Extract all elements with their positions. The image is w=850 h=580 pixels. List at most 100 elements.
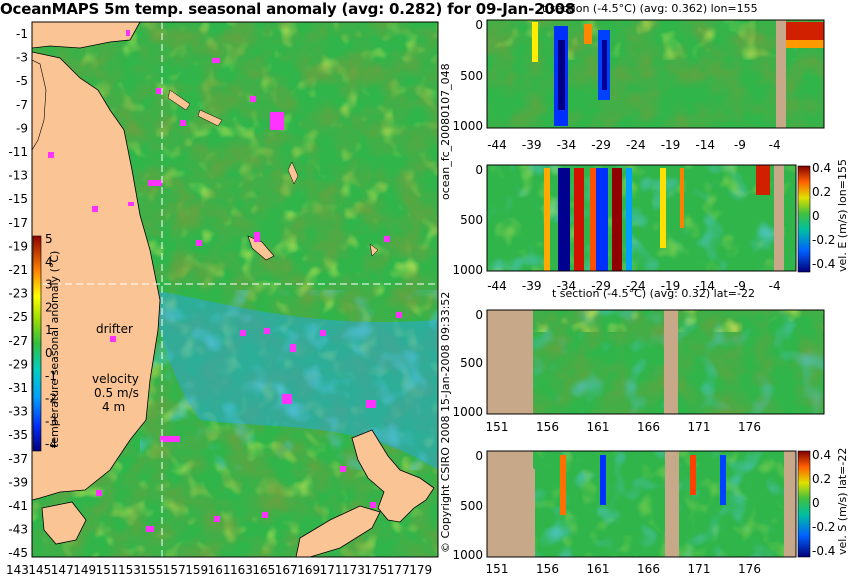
map-x-tick-label: 171 <box>320 563 343 577</box>
map-y-tick-label: -17 <box>8 216 28 230</box>
vel-s-colorbar <box>797 450 811 558</box>
section-x-tick-label: 176 <box>738 562 761 576</box>
map-y-tick-label: -37 <box>8 452 28 466</box>
colorbar-tick-label: 1 <box>45 323 53 337</box>
map-y-ticks: -1 -3 -5 -7 -9 -11 -13 -15 -17 -19 -21 -23 -25 -27 -29… <box>8 27 28 560</box>
colorbar-tick-label: 4 <box>45 255 53 269</box>
vel-s-lat-panel <box>486 450 811 558</box>
anomaly-map <box>32 22 438 557</box>
section-y-tick-label: 500 <box>460 69 483 83</box>
section-x-tick-label: 151 <box>486 562 509 576</box>
map-colorbar <box>32 235 42 452</box>
map-x-tick-label: 151 <box>96 563 119 577</box>
map-y-tick-label: -21 <box>8 263 28 277</box>
map-colorbar-label: temperature seasonal anomaly (°C) <box>48 250 61 448</box>
section-colorbar-tick-label: 0 <box>812 496 820 510</box>
section-y-tick-label: 0 <box>475 449 483 463</box>
section-x-tick-label: 161 <box>587 562 610 576</box>
map-y-tick-label: -27 <box>8 334 28 348</box>
section-x-tick-label: -29 <box>591 138 611 152</box>
velocity-legend: velocity <box>92 372 139 386</box>
section-x-tick-label: -39 <box>522 279 542 293</box>
section-colorbar-tick-label: 0.4 <box>812 161 831 175</box>
map-x-tick-label: 149 <box>73 563 96 577</box>
map-x-tick-label: 165 <box>252 563 275 577</box>
section-x-tick-label: -29 <box>591 279 611 293</box>
velocity-scale-speed: 0.5 m/s <box>94 386 139 400</box>
section-ticks: -44 -39 -34 -29 -24 -19 -14 -9 -4 0 500 1000 -44 -39 -… <box>452 18 835 576</box>
map-y-tick-label: -45 <box>8 546 28 560</box>
colorbar-tick-label: 3 <box>45 278 53 292</box>
map-x-tick-label: 175 <box>364 563 387 577</box>
section-y-tick-label: 500 <box>460 499 483 513</box>
section-y-tick-label: 0 <box>475 18 483 32</box>
map-x-ticks: 143 145 147 149 151 153 155 157 159 161 163 165 167 1… <box>6 563 432 577</box>
t-section-lat-panel <box>486 309 825 415</box>
australia-land <box>32 51 161 501</box>
vel-e-colorbar-label: vel. E (m/s) lon=155 <box>836 159 849 272</box>
new-guinea-land <box>32 22 141 49</box>
map-y-tick-label: -1 <box>16 27 28 41</box>
section-x-tick-label: 166 <box>637 562 660 576</box>
map-x-tick-label: 145 <box>28 563 51 577</box>
forecast-label: ocean_fc_20080107_048 <box>439 63 452 200</box>
section-x-tick-label: 156 <box>536 562 559 576</box>
section-x-tick-label: -24 <box>626 279 646 293</box>
map-y-tick-label: -11 <box>8 145 28 159</box>
colorbar-tick-label: -3 <box>45 414 57 428</box>
map-x-tick-label: 155 <box>140 563 163 577</box>
vel-s-colorbar-label: vel. S (m/s) lat=-22 <box>836 447 849 555</box>
section-x-tick-label: -9 <box>734 138 746 152</box>
section-x-tick-label: -34 <box>557 279 577 293</box>
section-colorbar-tick-label: -0.4 <box>812 544 835 558</box>
map-y-tick-label: -7 <box>16 98 28 112</box>
map-y-tick-label: -35 <box>8 428 28 442</box>
section-x-tick-label: -24 <box>626 138 646 152</box>
map-x-tick-label: 153 <box>118 563 141 577</box>
section-x-tick-label: -14 <box>695 279 715 293</box>
section-x-tick-label: -39 <box>522 138 542 152</box>
map-y-tick-label: -5 <box>16 74 28 88</box>
drifter-markers <box>48 30 402 532</box>
section-x-tick-label: 171 <box>688 420 711 434</box>
map-x-tick-label: 159 <box>185 563 208 577</box>
map-y-tick-label: -31 <box>8 381 28 395</box>
map-y-tick-label: -33 <box>8 405 28 419</box>
colorbar-tick-label: -4 <box>45 437 57 451</box>
section-x-tick-label: 176 <box>738 420 761 434</box>
map-y-tick-label: -29 <box>8 357 28 371</box>
colorbar-tick-label: 2 <box>45 300 53 314</box>
section-x-tick-label: -19 <box>661 279 681 293</box>
vel-e-colorbar <box>797 165 811 273</box>
section-x-tick-label: -4 <box>769 279 781 293</box>
velocity-scale-length: 4 m <box>102 400 126 414</box>
map-x-tick-label: 163 <box>230 563 253 577</box>
section-y-tick-label: 500 <box>460 213 483 227</box>
map-y-tick-label: -13 <box>8 169 28 183</box>
section-y-tick-label: 500 <box>460 356 483 370</box>
t-section-lat-title: t section (-4.5°C) (avg: 0.32) lat=-22 <box>552 287 755 300</box>
section-x-tick-label: 151 <box>486 420 509 434</box>
section-x-tick-label: -9 <box>734 279 746 293</box>
map-y-tick-label: -43 <box>8 523 28 537</box>
colorbar-tick-label: -1 <box>45 369 57 383</box>
new-zealand-land <box>351 429 435 523</box>
section-x-tick-label: 161 <box>587 420 610 434</box>
map-x-tick-label: 177 <box>387 563 410 577</box>
map-y-tick-label: -9 <box>16 121 28 135</box>
map-x-tick-label: 173 <box>342 563 365 577</box>
map-x-tick-label: 167 <box>275 563 298 577</box>
section-x-tick-label: -34 <box>557 138 577 152</box>
colorbar-tick-label: 0 <box>45 346 53 360</box>
map-y-tick-label: -25 <box>8 310 28 324</box>
map-y-tick-label: -15 <box>8 192 28 206</box>
map-x-tick-label: 147 <box>51 563 74 577</box>
map-title: OceanMAPS 5m temp. seasonal anomaly (avg… <box>0 0 576 18</box>
section-colorbar-tick-label: 0.4 <box>812 448 831 462</box>
map-x-tick-label: 143 <box>6 563 29 577</box>
section-x-tick-label: -4 <box>769 138 781 152</box>
drifter-legend: drifter <box>96 322 133 336</box>
tasmania-land <box>41 501 87 545</box>
map-colorbar-ticks: 5 4 3 2 1 0 -1 -2 -3 -4 <box>45 232 57 451</box>
